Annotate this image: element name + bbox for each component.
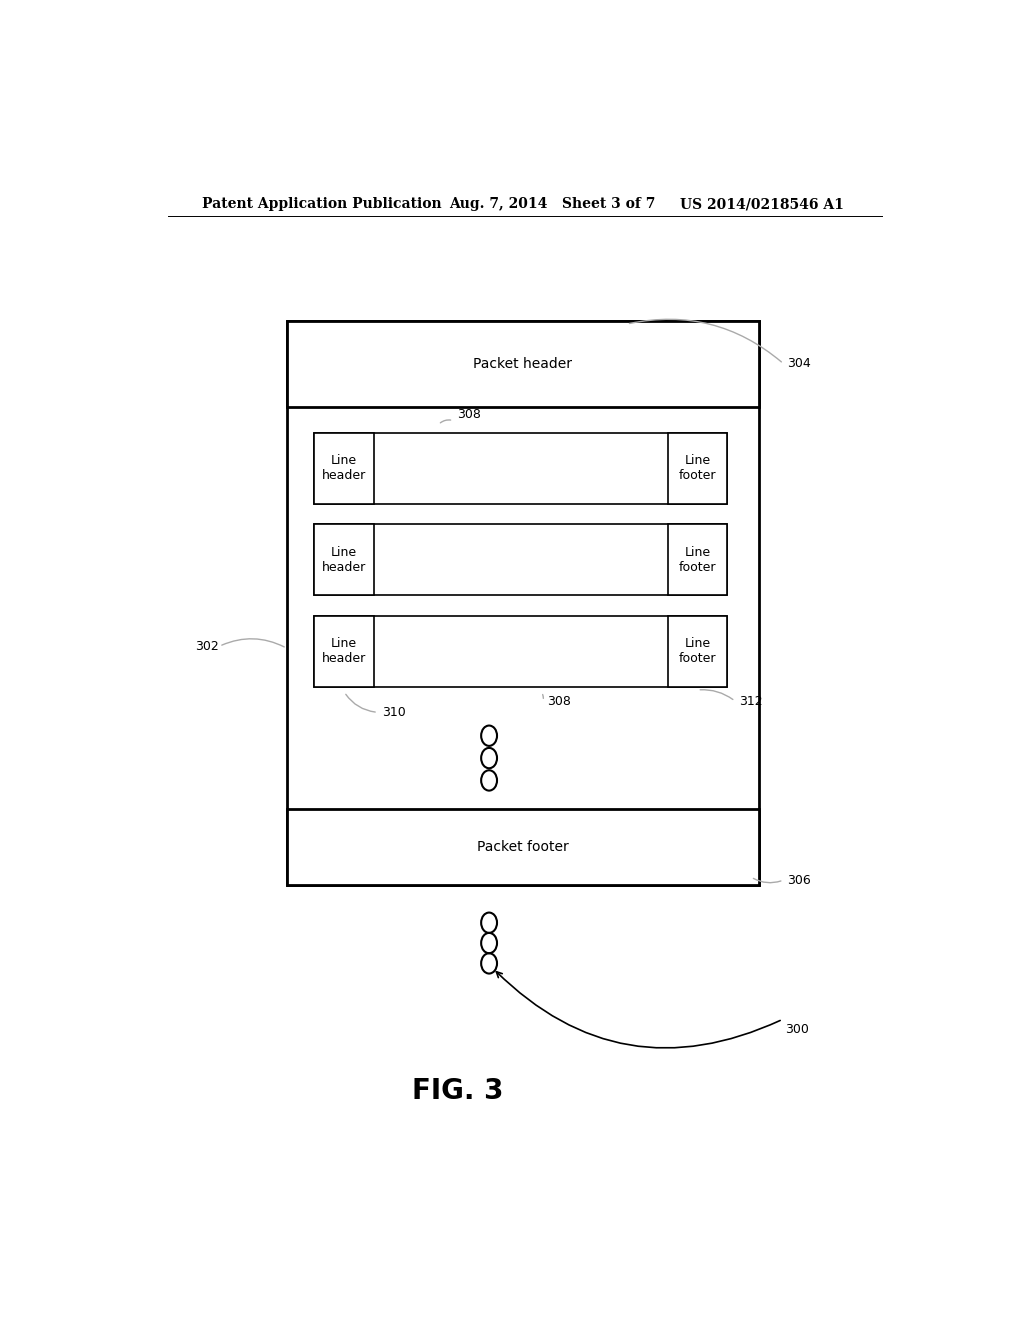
Bar — [314, 615, 374, 686]
Bar — [314, 524, 727, 595]
Bar — [668, 615, 727, 686]
Text: US 2014/0218546 A1: US 2014/0218546 A1 — [680, 197, 844, 211]
Text: 312: 312 — [739, 694, 763, 708]
Text: Line
footer: Line footer — [679, 638, 716, 665]
Text: 308: 308 — [458, 408, 481, 421]
Bar — [668, 433, 727, 504]
Text: Patent Application Publication: Patent Application Publication — [202, 197, 441, 211]
Text: 310: 310 — [382, 706, 406, 719]
Text: Line
header: Line header — [323, 638, 367, 665]
Bar — [314, 433, 727, 504]
Text: 300: 300 — [785, 1023, 809, 1036]
Text: 306: 306 — [787, 874, 811, 887]
Text: Packet header: Packet header — [473, 358, 572, 371]
Text: 304: 304 — [787, 358, 811, 370]
Text: Line
footer: Line footer — [679, 454, 716, 482]
Bar — [314, 615, 727, 686]
Text: Packet footer: Packet footer — [477, 840, 568, 854]
Text: 302: 302 — [196, 640, 219, 653]
Bar — [287, 321, 759, 408]
Text: Line
footer: Line footer — [679, 546, 716, 574]
Text: FIG. 3: FIG. 3 — [412, 1077, 503, 1105]
Text: 308: 308 — [547, 694, 571, 708]
Bar — [287, 321, 759, 886]
Bar — [668, 524, 727, 595]
Text: Line
header: Line header — [323, 546, 367, 574]
Bar — [314, 524, 374, 595]
Bar — [314, 433, 374, 504]
Bar — [287, 809, 759, 886]
Text: Line
header: Line header — [323, 454, 367, 482]
Text: Aug. 7, 2014   Sheet 3 of 7: Aug. 7, 2014 Sheet 3 of 7 — [450, 197, 655, 211]
